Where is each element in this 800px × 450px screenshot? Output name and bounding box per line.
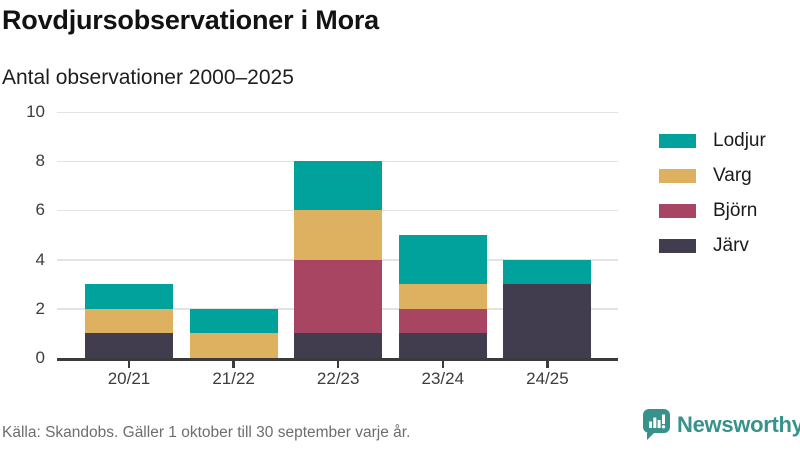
logo-bar-medium (657, 420, 661, 428)
y-axis-tick-label: 2 (35, 298, 45, 318)
legend-label: Björn (713, 200, 758, 221)
x-axis-tick (127, 361, 131, 368)
x-axis-tick-label: 24/25 (526, 369, 569, 388)
bar-segment-Järv (398, 333, 487, 358)
brand-logo: Newsworthy (643, 409, 800, 440)
bar-segment-Björn (398, 308, 487, 334)
x-axis-tick-label: 22/23 (316, 369, 360, 388)
brand-name: Newsworthy (677, 411, 800, 437)
bar-segment-Lodjur (85, 284, 173, 309)
bar-segment-Lodjur (294, 161, 383, 211)
logo-bar-tall (653, 417, 657, 428)
legend-item-Varg: Varg (659, 165, 766, 187)
legend-label: Järv (713, 235, 749, 256)
y-axis-tick-label: 6 (35, 200, 45, 220)
legend-item-Lodjur: Lodjur (659, 130, 766, 152)
logo-exclamation-dot (661, 425, 666, 429)
x-axis-tick (441, 361, 445, 368)
bar-24/25 (503, 259, 592, 358)
gridline (57, 111, 618, 113)
bar-segment-Järv (294, 333, 383, 358)
y-axis-tick-label: 0 (35, 348, 45, 367)
x-axis-tick-label: 23/24 (421, 369, 465, 388)
bar-segment-Lodjur (398, 235, 487, 285)
y-axis-tick-label: 10 (26, 102, 45, 121)
legend-label: Varg (713, 165, 752, 186)
bar-segment-Järv (85, 333, 173, 358)
bar-21/22 (189, 308, 278, 358)
bar-segment-Varg (398, 284, 487, 309)
y-axis-tick-label: 4 (35, 249, 45, 269)
x-axis-tick-label: 21/22 (212, 369, 255, 388)
logo-bar-small (649, 421, 652, 428)
chart-legend: Lodjur Varg Björn Järv (659, 130, 766, 270)
bar-segment-Järv (503, 284, 592, 358)
legend-swatch (659, 239, 696, 253)
chart-subtitle: Antal observationer 2000–2025 (2, 66, 294, 89)
legend-swatch (659, 134, 696, 148)
plot-area (57, 111, 618, 361)
legend-label: Lodjur (713, 130, 766, 151)
legend-item-Järv: Järv (659, 235, 766, 257)
bar-segment-Varg (189, 333, 278, 358)
legend-swatch (659, 169, 696, 183)
bar-segment-Varg (294, 210, 383, 260)
y-axis-tick-label: 8 (35, 151, 45, 171)
bar-23/24 (398, 235, 487, 358)
bar-segment-Björn (294, 259, 383, 334)
x-axis-tick (336, 361, 340, 368)
bar-22/23 (294, 161, 383, 358)
x-axis-tick (232, 361, 235, 368)
bar-segment-Varg (85, 308, 173, 334)
page-title: Rovdjursobservationer i Mora (2, 5, 379, 35)
legend-swatch (659, 204, 696, 218)
bar-segment-Lodjur (189, 308, 278, 334)
legend-item-Björn: Björn (659, 200, 766, 222)
logo-exclamation-bar (662, 414, 665, 424)
x-axis-tick-label: 20/21 (107, 369, 151, 388)
newsworthy-logo-icon (643, 409, 670, 440)
bar-20/21 (85, 284, 173, 358)
source-note: Källa: Skandobs. Gäller 1 oktober till 3… (2, 424, 411, 441)
bar-segment-Lodjur (503, 259, 592, 285)
x-axis-tick (546, 361, 549, 368)
